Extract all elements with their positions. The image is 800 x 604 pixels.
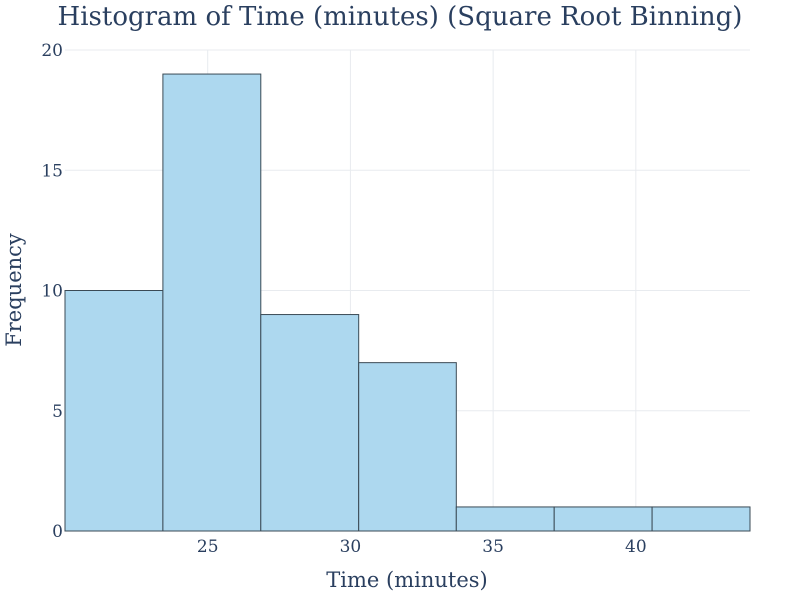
histogram-bar: [358, 362, 457, 532]
histogram-bar: [64, 290, 164, 532]
y-tick-label: 10: [41, 282, 63, 302]
y-tick-label: 5: [52, 402, 63, 422]
y-tick-label: 15: [41, 161, 63, 181]
histogram-bar: [162, 73, 262, 532]
x-tick-label: 25: [197, 537, 219, 557]
tick-labels: 0 5 10 15 20 25 30 35 40: [41, 41, 646, 557]
x-tick-label: 35: [482, 537, 504, 557]
x-tick-label: 30: [340, 537, 362, 557]
y-axis-label: Frequency: [2, 233, 26, 347]
histogram-bar: [651, 506, 751, 532]
histogram-bar: [553, 506, 653, 532]
chart-title: Histogram of Time (minutes) (Square Root…: [58, 2, 743, 32]
y-tick-label: 20: [41, 41, 63, 61]
x-tick-label: 40: [625, 537, 647, 557]
bars: [64, 73, 751, 532]
histogram-bar: [455, 506, 555, 532]
histogram-bar: [260, 314, 360, 532]
y-tick-label: 0: [52, 522, 63, 542]
x-axis-label: Time (minutes): [326, 568, 487, 592]
